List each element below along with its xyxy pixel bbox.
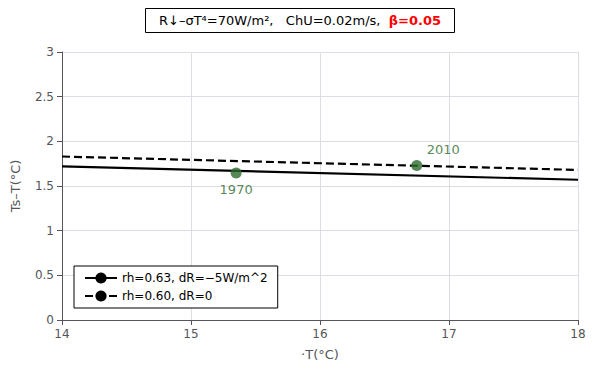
svg-text:2010: 2010 — [427, 142, 460, 157]
svg-text:·T(°C): ·T(°C) — [301, 347, 339, 362]
svg-text:rh=0.60, dR=0: rh=0.60, dR=0 — [122, 289, 212, 303]
svg-text:17: 17 — [441, 327, 456, 341]
svg-text:0: 0 — [46, 313, 54, 327]
svg-text:3: 3 — [46, 45, 54, 59]
svg-text:0.5: 0.5 — [35, 268, 54, 282]
svg-text:18: 18 — [570, 327, 585, 341]
svg-text:rh=0.63, dR=−5W/m^2: rh=0.63, dR=−5W/m^2 — [122, 271, 268, 285]
svg-text:16: 16 — [312, 327, 327, 341]
svg-text:15: 15 — [183, 327, 198, 341]
svg-text:Ts–T(°C): Ts–T(°C) — [8, 160, 23, 214]
svg-text:2: 2 — [46, 134, 54, 148]
svg-text:14: 14 — [54, 327, 69, 341]
svg-text:1970: 1970 — [220, 182, 253, 197]
svg-text:β=0.05: β=0.05 — [389, 13, 441, 28]
svg-text:1: 1 — [46, 224, 54, 238]
svg-text:2.5: 2.5 — [35, 90, 54, 104]
svg-text:1.5: 1.5 — [35, 179, 54, 193]
svg-text:R↓–σT⁴=70W/m², ChU=0.02m/s,: R↓–σT⁴=70W/m², ChU=0.02m/s, — [159, 13, 389, 28]
